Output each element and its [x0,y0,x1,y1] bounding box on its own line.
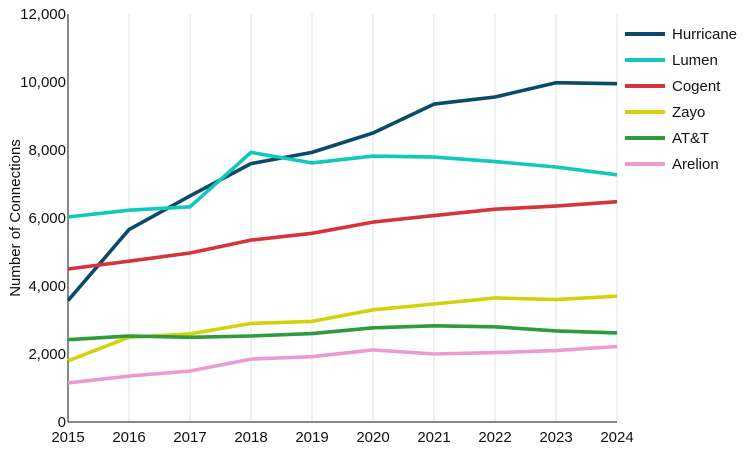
x-tick-label: 2023 [539,429,572,446]
legend-label: Zayo [672,104,705,121]
y-axis-title: Number of Connections [7,139,24,297]
y-tick-label: 8,000 [28,142,66,159]
y-tick-label: 6,000 [28,210,66,227]
x-tick-label: 2016 [112,429,145,446]
axes [67,14,617,423]
legend-label: Lumen [672,52,718,69]
x-tick-label: 2022 [478,429,511,446]
legend: Hurricane Lumen Cogent Zayo AT&T Arelion [625,26,737,173]
series-lines [66,80,618,385]
series-line-lumen [67,150,618,219]
x-tick-label: 2020 [356,429,389,446]
legend-label: Hurricane [672,26,737,43]
series-line-arelion [67,344,618,385]
y-tick-label: 0 [58,414,66,431]
x-tick-label: 2017 [173,429,206,446]
y-tick-label: 12,000 [20,6,66,23]
x-tick-label: 2015 [51,429,84,446]
legend-label: Arelion [672,156,719,173]
y-tick-labels: 0 2,000 4,000 6,000 8,000 10,000 12,000 [20,6,66,431]
y-tick-label: 2,000 [28,346,66,363]
x-tick-label: 2018 [234,429,267,446]
x-tick-label: 2024 [600,429,633,446]
legend-label: Cogent [672,78,721,95]
x-tick-label: 2019 [295,429,328,446]
legend-label: AT&T [672,130,709,147]
y-tick-label: 4,000 [28,278,66,295]
x-tick-labels: 2015 2016 2017 2018 2019 2020 2021 2022 2023 2024 [51,429,633,446]
y-tick-label: 10,000 [20,74,66,91]
series-line-hurricane [66,80,618,302]
series-line-at-t [67,323,618,342]
series-line-cogent [67,199,618,271]
vertical-gridlines [128,14,618,422]
x-tick-label: 2021 [417,429,450,446]
